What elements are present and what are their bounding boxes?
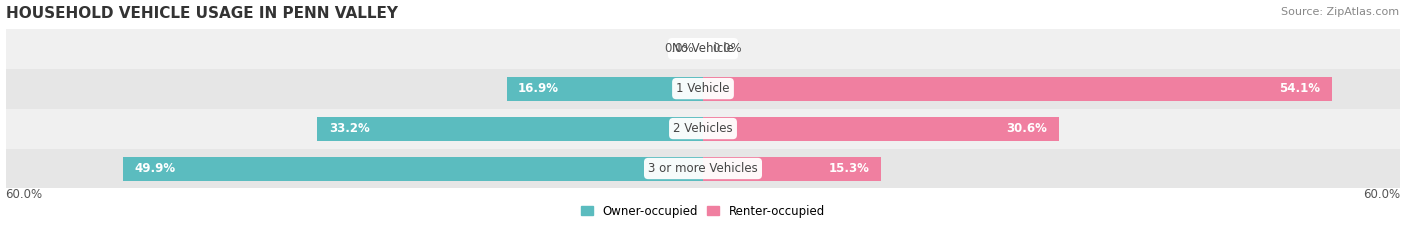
Bar [6,149,1400,188]
Text: 54.1%: 54.1% [1279,82,1320,95]
Text: 60.0%: 60.0% [6,188,42,202]
Text: 2 Vehicles: 2 Vehicles [673,122,733,135]
Text: 15.3%: 15.3% [828,162,869,175]
Bar [703,157,880,181]
Text: No Vehicle: No Vehicle [672,42,734,55]
Text: 0.0%: 0.0% [664,42,693,55]
Text: 16.9%: 16.9% [519,82,560,95]
Text: Source: ZipAtlas.com: Source: ZipAtlas.com [1281,7,1399,17]
Text: 60.0%: 60.0% [1364,188,1400,202]
Legend: Owner-occupied, Renter-occupied: Owner-occupied, Renter-occupied [576,200,830,223]
Text: 30.6%: 30.6% [1007,122,1047,135]
Bar [318,116,703,140]
Text: 1 Vehicle: 1 Vehicle [676,82,730,95]
Bar [703,77,1331,101]
Text: 49.9%: 49.9% [135,162,176,175]
Bar [703,116,1059,140]
Bar [506,77,703,101]
Text: 0.0%: 0.0% [713,42,742,55]
Text: 3 or more Vehicles: 3 or more Vehicles [648,162,758,175]
Bar [6,29,1400,69]
Text: 33.2%: 33.2% [329,122,370,135]
Bar [6,109,1400,149]
Bar [6,69,1400,109]
Text: HOUSEHOLD VEHICLE USAGE IN PENN VALLEY: HOUSEHOLD VEHICLE USAGE IN PENN VALLEY [6,6,398,21]
Bar [122,157,703,181]
